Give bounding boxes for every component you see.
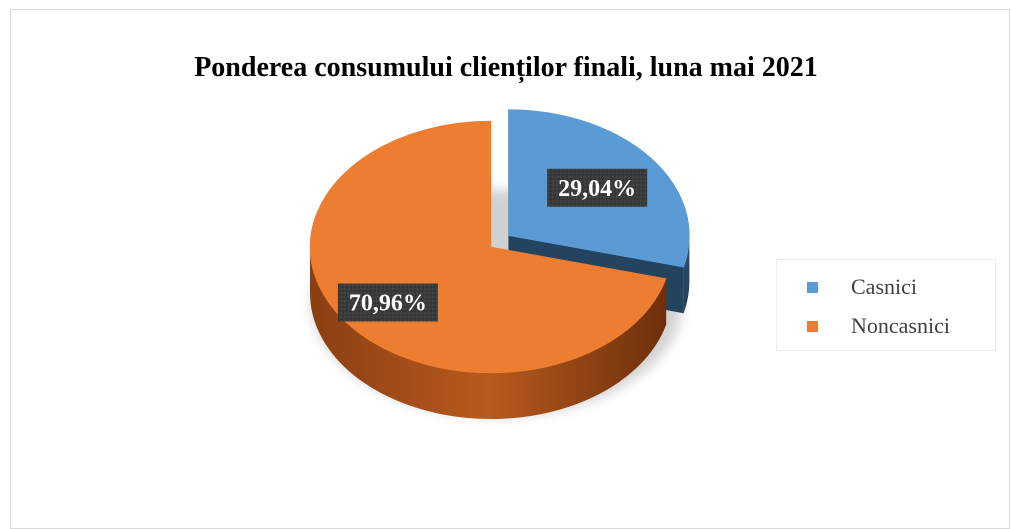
legend-item-noncasnici: Noncasnici xyxy=(807,311,950,341)
data-label-casnici: 29,04% xyxy=(547,168,648,207)
legend-label-casnici: Casnici xyxy=(851,274,917,299)
pie-chart: 29,04% 70,96% xyxy=(309,109,690,420)
data-label-noncasnici: 70,96% xyxy=(337,283,438,322)
legend-item-casnici: Casnici xyxy=(807,272,917,302)
legend-swatch-noncasnici xyxy=(807,320,818,332)
data-label-text: 29,04% xyxy=(558,176,636,202)
data-label-box xyxy=(547,168,648,207)
legend: Casnici Noncasnici xyxy=(776,259,996,351)
data-label-box xyxy=(337,283,438,322)
pie-slice-side-noncasnici xyxy=(310,247,667,420)
legend-swatch-casnici xyxy=(807,281,818,293)
chart-title: Ponderea consumului clienților finali, l… xyxy=(194,52,818,83)
data-label-text: 70,96% xyxy=(349,291,427,317)
legend-label-noncasnici: Noncasnici xyxy=(851,313,950,338)
pie-slice-side-casnici xyxy=(683,235,690,314)
